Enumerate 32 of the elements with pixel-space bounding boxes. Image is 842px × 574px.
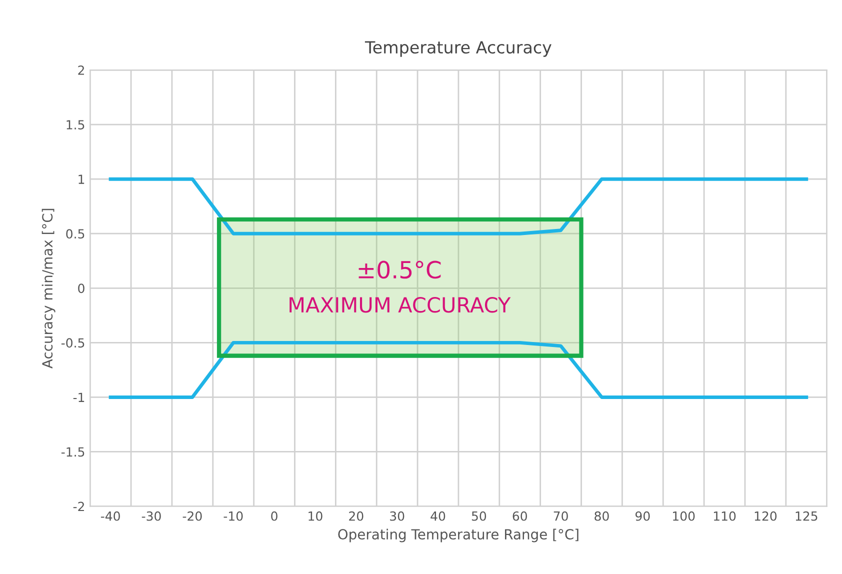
x-tick-label: 20 (349, 511, 364, 521)
x-tick-label: 100 (673, 511, 695, 521)
y-tick-label: -2 (73, 502, 84, 512)
y-tick-label: 1.5 (66, 120, 84, 130)
x-tick-label: 110 (714, 511, 736, 521)
x-tick-label: 60 (512, 511, 527, 521)
annotation: MAXIMUM ACCURACY (290, 296, 511, 313)
x-tick-label: 90 (635, 511, 650, 521)
x-tick-label: 10 (308, 511, 322, 521)
x-tick-label: 120 (754, 511, 777, 521)
chart-title: Temperature Accuracy (364, 41, 552, 57)
x-tick-label: 70 (554, 511, 568, 521)
x-tick-label: -30 (142, 511, 161, 521)
y-tick-label: 2 (78, 66, 84, 75)
x-tick-label: 80 (594, 511, 609, 521)
x-tick-label: 50 (472, 511, 486, 521)
x-tick-label: -40 (100, 511, 120, 521)
x-tick-label: -10 (224, 511, 243, 521)
y-tick-label: -1 (73, 392, 84, 402)
x-tick-label: 125 (796, 511, 818, 521)
x-axis-title: Operating Temperature Range [°C] (338, 528, 578, 542)
y-axis-title: Accuracy min/max [°C] (42, 208, 56, 368)
x-tick-label: 30 (390, 511, 404, 521)
x-tick-label: 0 (271, 511, 278, 521)
y-tick-label: 1 (78, 174, 84, 184)
y-tick-label: 0.5 (66, 229, 84, 239)
y-tick-label: 0 (78, 284, 84, 294)
x-tick-label: -20 (182, 511, 202, 521)
y-tick-label: -1.5 (61, 447, 84, 457)
y-tick-label: -0.5 (61, 338, 84, 348)
annotation: ±0.5°C (358, 260, 441, 279)
x-tick-label: 40 (430, 511, 446, 521)
